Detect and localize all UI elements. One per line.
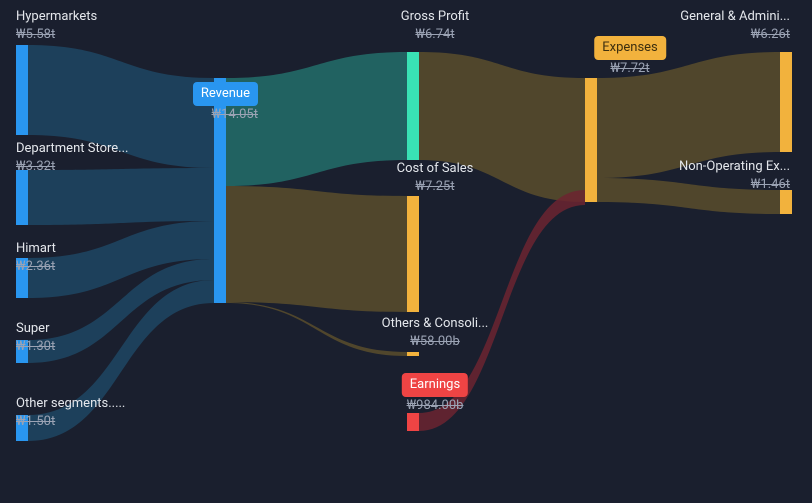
node-hypermarkets (16, 45, 28, 135)
label-title-himart: Himart (16, 240, 56, 258)
flow-deptstore-revenue (28, 168, 214, 225)
label-title-costofsales: Cost of Sales (397, 160, 474, 178)
label-title-othersegs: Other segments..... (16, 395, 125, 413)
label-title-othersconsol: Others & Consoli... (382, 315, 489, 333)
label-othersegs: Other segments.....₩1.50t (16, 395, 125, 430)
label-value-expenses: ₩7.72t (594, 60, 666, 78)
label-value-genadmin: ₩6.26t (680, 26, 790, 44)
label-value-grossprofit: ₩6.74t (401, 26, 470, 44)
label-value-othersconsol: ₩58.00b (382, 333, 489, 351)
label-value-super: ₩1.30t (16, 338, 55, 356)
label-title-super: Super (16, 320, 55, 338)
label-title-expenses: Expenses (594, 36, 666, 60)
label-title-hypermarkets: Hypermarkets (16, 8, 97, 26)
label-title-genadmin: General & Admini... (680, 8, 790, 26)
node-genadmin (780, 52, 792, 152)
node-othersconsol (407, 352, 419, 356)
label-value-deptstore: ₩3.32t (16, 158, 128, 176)
label-title-nonop: Non-Operating Ex... (679, 158, 790, 176)
label-genadmin: General & Admini...₩6.26t (680, 8, 790, 43)
label-title-deptstore: Department Store... (16, 140, 128, 158)
label-value-himart: ₩2.36t (16, 258, 56, 276)
label-revenue: Revenue₩14.05t (193, 82, 258, 123)
label-title-revenue: Revenue (193, 82, 258, 106)
label-earnings: Earnings₩984.00b (402, 373, 468, 414)
node-nonop (780, 190, 792, 214)
node-deptstore (16, 170, 28, 225)
label-costofsales: Cost of Sales₩7.25t (397, 160, 474, 195)
label-title-grossprofit: Gross Profit (401, 8, 470, 26)
label-value-hypermarkets: ₩5.58t (16, 26, 97, 44)
flow-revenue-costofsales (226, 186, 407, 312)
label-value-earnings: ₩984.00b (402, 397, 468, 415)
sankey-chart: Hypermarkets₩5.58t Department Store...₩3.… (0, 0, 812, 503)
label-grossprofit: Gross Profit₩6.74t (401, 8, 470, 43)
label-expenses: Expenses₩7.72t (594, 36, 666, 77)
node-earnings (407, 413, 419, 431)
label-himart: Himart₩2.36t (16, 240, 56, 275)
label-value-nonop: ₩1.46t (679, 176, 790, 194)
label-othersconsol: Others & Consoli...₩58.00b (382, 315, 489, 350)
label-super: Super₩1.30t (16, 320, 55, 355)
label-value-revenue: ₩14.05t (193, 106, 258, 124)
label-value-costofsales: ₩7.25t (397, 178, 474, 196)
label-nonop: Non-Operating Ex...₩1.46t (679, 158, 790, 193)
node-costofsales (407, 196, 419, 312)
node-grossprofit (407, 52, 419, 160)
label-value-othersegs: ₩1.50t (16, 413, 125, 431)
label-deptstore: Department Store...₩3.32t (16, 140, 128, 175)
node-expenses (585, 78, 597, 202)
label-title-earnings: Earnings (402, 373, 468, 397)
label-hypermarkets: Hypermarkets₩5.58t (16, 8, 97, 43)
